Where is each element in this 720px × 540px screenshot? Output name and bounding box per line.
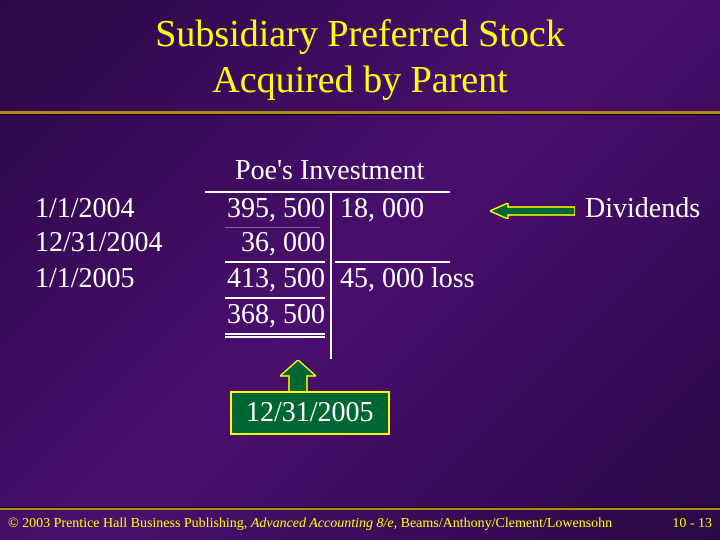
title-line-2: Acquired by Parent <box>212 59 507 101</box>
dividends-label: Dividends <box>585 193 700 225</box>
footer-book: Advanced Accounting 8/e, <box>251 516 397 531</box>
footer-divider <box>0 507 720 510</box>
row-credit: 45, 000 loss <box>340 263 475 295</box>
title-line-1: Subsidiary Preferred Stock <box>155 13 564 55</box>
callout-date: 12/31/2005 <box>230 391 390 435</box>
slide-title: Subsidiary Preferred Stock Acquired by P… <box>0 0 720 103</box>
footer: © 2003 Prentice Hall Business Publishing… <box>0 507 720 540</box>
footer-copyright: © 2003 Prentice Hall Business Publishing… <box>8 516 251 531</box>
footer-authors: Beams/Anthony/Clement/Lowensohn <box>397 516 612 531</box>
row-debit: 36, 000 <box>225 227 325 259</box>
row-date: 12/31/2004 <box>35 227 163 259</box>
arrow-left-icon <box>490 203 575 219</box>
footer-text: © 2003 Prentice Hall Business Publishing… <box>0 516 720 540</box>
t-account-vline <box>330 191 332 359</box>
double-rule <box>225 333 325 338</box>
title-divider <box>0 111 720 115</box>
arrow-up-icon <box>280 360 316 392</box>
row-date: 1/1/2004 <box>35 193 135 225</box>
row-date: 1/1/2005 <box>35 263 135 295</box>
row-debit: 368, 500 <box>225 299 325 331</box>
t-account-header: Poe's Investment <box>235 155 424 187</box>
row-credit: 18, 000 <box>340 193 424 225</box>
footer-page: 10 - 13 <box>672 516 712 532</box>
row-debit: 395, 500 <box>225 193 325 225</box>
row-debit: 413, 500 <box>225 263 325 295</box>
